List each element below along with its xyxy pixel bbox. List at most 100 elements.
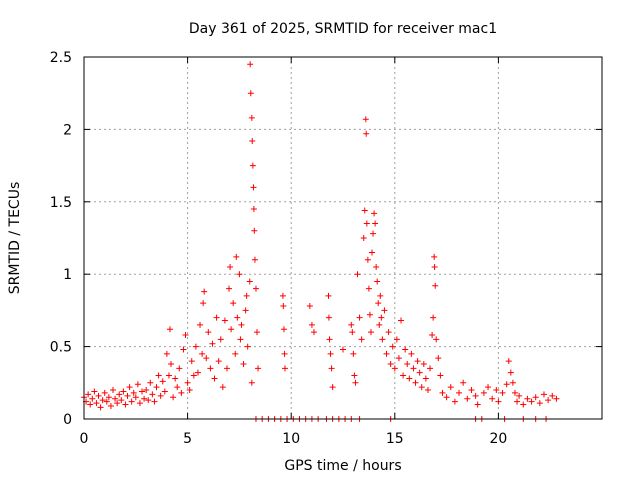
data-point <box>139 388 146 395</box>
data-point <box>247 61 254 68</box>
data-point <box>549 392 556 399</box>
data-point <box>422 375 429 382</box>
data-point <box>153 384 160 391</box>
data-point <box>378 314 385 321</box>
data-point <box>188 358 195 365</box>
data-point <box>226 285 233 292</box>
data-point <box>228 326 235 333</box>
data-point <box>505 358 512 365</box>
data-point <box>326 336 333 343</box>
data-point <box>211 375 218 382</box>
data-point <box>468 387 475 394</box>
data-point <box>520 401 527 408</box>
data-point <box>545 397 552 404</box>
grid <box>84 57 602 419</box>
data-point <box>91 388 98 395</box>
data-point <box>376 321 383 328</box>
data-point <box>351 372 358 379</box>
data-point <box>132 394 139 401</box>
data-point <box>373 263 380 270</box>
data-point <box>408 350 415 357</box>
data-point <box>255 365 262 372</box>
data-points <box>81 61 560 422</box>
data-point <box>472 392 479 399</box>
data-point <box>128 398 135 405</box>
data-point <box>310 329 317 336</box>
data-point <box>420 360 427 367</box>
data-point <box>168 360 175 367</box>
data-point <box>416 369 423 376</box>
data-point <box>443 394 450 401</box>
data-point <box>402 346 409 353</box>
data-point <box>451 398 458 405</box>
data-point <box>329 384 336 391</box>
data-point <box>130 389 137 396</box>
data-point <box>151 398 158 405</box>
plot-frame <box>83 56 603 420</box>
data-point <box>280 326 287 333</box>
data-point <box>433 336 440 343</box>
data-point <box>379 336 386 343</box>
y-tick-label: 2.5 <box>50 50 72 66</box>
data-point <box>507 369 514 376</box>
data-point <box>493 387 500 394</box>
data-point <box>385 329 392 336</box>
data-point <box>85 391 92 398</box>
data-point <box>97 404 104 411</box>
data-point <box>116 391 123 398</box>
data-point <box>404 360 411 367</box>
data-point <box>377 292 384 299</box>
data-point <box>325 314 332 321</box>
data-point <box>514 398 521 405</box>
data-point <box>536 400 543 407</box>
data-point <box>328 365 335 372</box>
data-point <box>387 360 394 367</box>
data-point <box>480 389 487 396</box>
data-point <box>174 384 181 391</box>
data-point <box>325 292 332 299</box>
x-tick-label: 15 <box>386 431 404 447</box>
data-point <box>134 381 141 388</box>
data-point <box>495 398 502 405</box>
data-point <box>447 384 454 391</box>
data-point <box>240 360 247 367</box>
data-point <box>246 278 253 285</box>
x-tick-label: 10 <box>282 431 300 447</box>
data-point <box>528 398 535 405</box>
data-point <box>166 326 173 333</box>
data-point <box>250 206 257 213</box>
data-point <box>203 355 210 362</box>
data-point <box>370 230 377 237</box>
data-point <box>553 395 560 402</box>
data-point <box>178 389 185 396</box>
data-point <box>149 391 156 398</box>
data-point <box>516 392 523 399</box>
data-point <box>361 207 368 214</box>
data-point <box>247 90 254 97</box>
data-point <box>327 350 334 357</box>
data-point <box>201 288 208 295</box>
data-point <box>122 401 129 408</box>
data-point <box>485 384 492 391</box>
y-tick-label: 2 <box>63 122 72 138</box>
data-point <box>249 137 256 144</box>
data-point <box>103 398 110 405</box>
data-point <box>213 314 220 321</box>
y-tick-labels: 0 0.5 1 1.5 2 2.5 <box>50 50 72 428</box>
x-axis-label: GPS time / hours <box>284 458 401 474</box>
data-point <box>414 358 421 365</box>
y-tick-label: 0.5 <box>50 340 72 356</box>
data-point <box>136 400 143 407</box>
data-point <box>184 379 191 386</box>
data-point <box>389 343 396 350</box>
data-point <box>254 329 261 336</box>
data-point <box>157 392 164 399</box>
data-point <box>244 343 251 350</box>
data-point <box>369 249 376 256</box>
data-point <box>101 389 108 396</box>
data-point <box>511 389 518 396</box>
data-point <box>219 384 226 391</box>
data-point <box>186 387 193 394</box>
data-point <box>464 395 471 402</box>
data-point <box>217 336 224 343</box>
